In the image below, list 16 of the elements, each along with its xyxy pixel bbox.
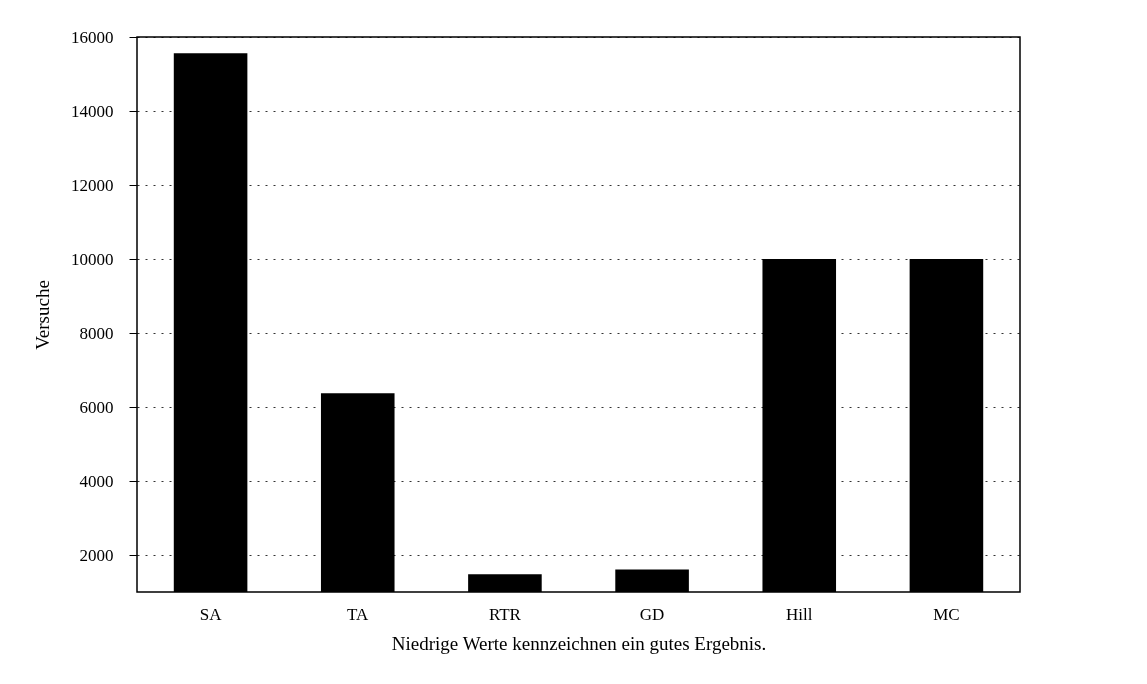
y-tick-label: 4000: [79, 471, 114, 491]
x-tick-label: Hill: [786, 604, 813, 624]
y-tick-label: 12000: [71, 175, 114, 195]
x-tick-label: RTR: [488, 604, 522, 624]
x-tick-label: MC: [933, 604, 960, 624]
y-tick-label: 2000: [79, 545, 114, 565]
y-tick-label: 10000: [71, 249, 114, 269]
x-tick-label: GD: [639, 604, 665, 624]
x-tick-label: TA: [347, 604, 370, 624]
y-axis-title: Versuche: [32, 280, 53, 350]
y-tick-label: 6000: [79, 397, 114, 417]
y-tick-label: 8000: [79, 323, 114, 343]
y-tick-label: 14000: [71, 101, 114, 121]
y-tick-label: 16000: [71, 27, 114, 47]
x-axis-title: Niedrige Werte kennzeichnen ein gutes Ergebnis.: [391, 632, 767, 654]
x-tick-label: SA: [199, 604, 223, 624]
